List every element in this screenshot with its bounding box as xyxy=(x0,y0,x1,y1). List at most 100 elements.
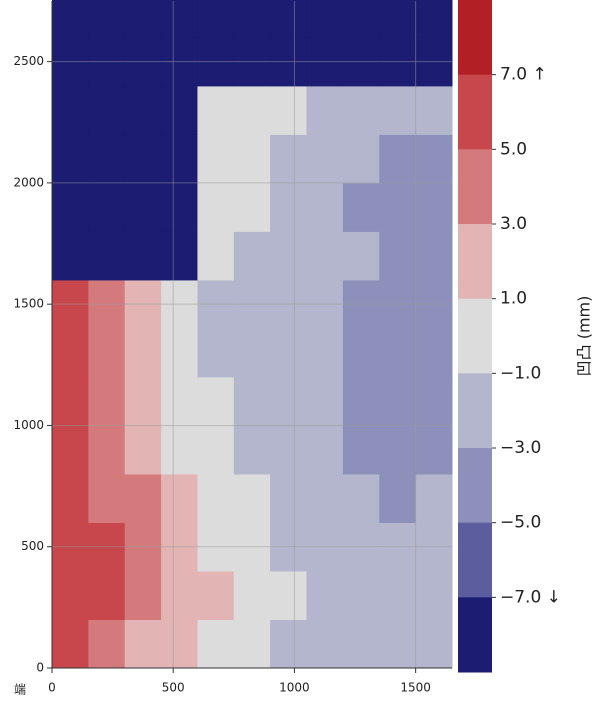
heat-cell xyxy=(415,376,453,426)
colorbar-label: 1.0 xyxy=(500,289,527,309)
heat-cell xyxy=(270,619,308,669)
heat-cell xyxy=(415,619,453,669)
heat-cell xyxy=(52,473,89,523)
heat-cell xyxy=(270,85,308,135)
heat-cell xyxy=(306,473,344,523)
heat-cell xyxy=(197,0,235,38)
heat-cell xyxy=(161,182,198,232)
heat-cell xyxy=(233,0,271,38)
heat-cell xyxy=(124,619,162,669)
heat-cell xyxy=(197,134,235,184)
heat-cell xyxy=(124,570,162,620)
heat-cell xyxy=(161,134,198,184)
heat-cell xyxy=(342,134,380,184)
heat-cell xyxy=(379,134,417,184)
heat-cell xyxy=(124,231,162,281)
y-tick-label: 0 xyxy=(36,661,44,675)
heat-cell xyxy=(197,328,235,378)
heat-cell xyxy=(306,134,344,184)
heat-cell xyxy=(270,425,308,475)
heat-cell xyxy=(52,570,89,620)
y-tick-label: 500 xyxy=(21,539,44,553)
y-tick-label: 1500 xyxy=(13,297,44,311)
heat-cell xyxy=(197,570,235,620)
heat-cell xyxy=(415,328,453,378)
colorbar-label: 凹凸 (mm) xyxy=(575,296,594,377)
heat-cell xyxy=(124,425,162,475)
colorbar-label: −3.0 xyxy=(500,438,541,458)
heat-cell xyxy=(415,182,453,232)
heat-cell xyxy=(306,231,344,281)
heat-cell xyxy=(88,231,126,281)
heat-cell xyxy=(88,328,126,378)
heat-cell xyxy=(88,570,126,620)
heat-cell xyxy=(197,231,235,281)
colorbar-swatch xyxy=(458,373,492,449)
colorbar-swatch xyxy=(458,448,492,524)
heat-cell xyxy=(306,182,344,232)
colorbar-swatch xyxy=(458,224,492,300)
heat-cell xyxy=(379,328,417,378)
heat-cell xyxy=(379,85,417,135)
heat-cell xyxy=(270,376,308,426)
colorbar: 7.0 ↑ 5.0 3.0 1.0 −1.0 −3.0 −5.0 −7.0 ↓ xyxy=(458,0,561,673)
heat-cell xyxy=(161,376,198,426)
heat-cell xyxy=(88,85,126,135)
heat-cell xyxy=(52,85,89,135)
heat-cell xyxy=(379,0,417,38)
colorbar-swatch xyxy=(458,149,492,225)
heat-cell xyxy=(270,134,308,184)
heat-cell xyxy=(161,0,198,38)
colorbar-label: 7.0 ↑ xyxy=(500,65,547,85)
heat-cell xyxy=(415,85,453,135)
colorbar-swatch xyxy=(458,522,492,598)
heat-cell xyxy=(415,0,453,38)
heat-cell xyxy=(379,376,417,426)
heat-cell xyxy=(233,134,271,184)
y-tick-label: 2000 xyxy=(13,175,44,189)
heat-cell xyxy=(161,473,198,523)
heat-cell xyxy=(233,376,271,426)
heat-cell xyxy=(52,328,89,378)
heat-cell xyxy=(124,376,162,426)
x-tick-label: 1500 xyxy=(400,681,431,695)
heat-cell xyxy=(52,0,89,38)
heat-cell xyxy=(88,425,126,475)
colorbar-label: 5.0 xyxy=(500,139,527,159)
heat-cell xyxy=(88,376,126,426)
heat-cell xyxy=(306,0,344,38)
colorbar-swatch xyxy=(458,74,492,150)
heat-cell xyxy=(52,425,89,475)
corner-label: 端 xyxy=(14,683,26,697)
colorbar-label: −1.0 xyxy=(500,363,541,383)
heat-cell xyxy=(161,85,198,135)
heat-cell xyxy=(233,182,271,232)
heat-cell xyxy=(197,425,235,475)
heat-cell xyxy=(379,570,417,620)
heat-cell xyxy=(52,231,89,281)
heat-cell xyxy=(379,619,417,669)
heat-cell xyxy=(197,182,235,232)
heat-cell xyxy=(306,376,344,426)
heat-cell xyxy=(124,328,162,378)
heat-cell xyxy=(124,0,162,38)
heat-cell xyxy=(306,328,344,378)
heat-cell xyxy=(88,134,126,184)
heat-cell xyxy=(306,570,344,620)
heat-cell xyxy=(233,473,271,523)
heat-cell xyxy=(88,0,126,38)
heat-cell xyxy=(124,473,162,523)
colorbar-swatch xyxy=(458,597,492,673)
heat-cell xyxy=(124,182,162,232)
heat-cell xyxy=(306,425,344,475)
heat-cell xyxy=(415,134,453,184)
heat-cell xyxy=(161,231,198,281)
heat-cell xyxy=(52,376,89,426)
heat-cell xyxy=(342,619,380,669)
heat-cell xyxy=(52,134,89,184)
heat-cell xyxy=(233,328,271,378)
y-tick-label: 1000 xyxy=(13,418,44,432)
heat-cell xyxy=(197,376,235,426)
y-tick-label: 2500 xyxy=(13,54,44,68)
heat-cell xyxy=(379,231,417,281)
